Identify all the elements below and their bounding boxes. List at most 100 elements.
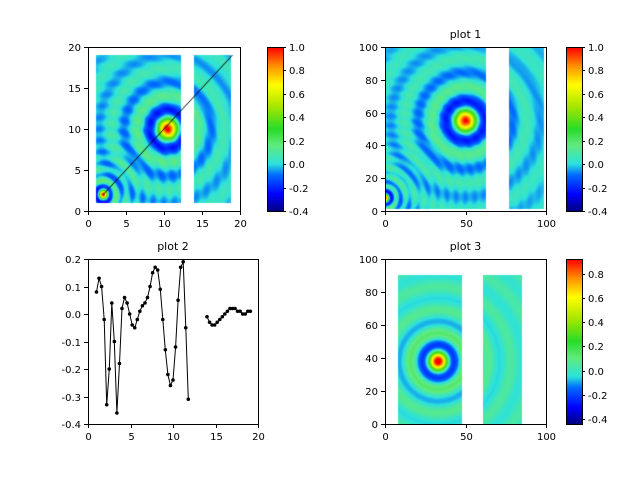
x-tick-label: 10	[167, 432, 180, 443]
data-point-marker	[143, 301, 147, 305]
plot3-title: plot 3	[449, 240, 482, 253]
data-point-marker	[171, 378, 175, 382]
data-point-marker	[150, 270, 155, 275]
y-tick-label: -0.4	[61, 420, 81, 431]
colorbar-tick-label: 0.6	[588, 90, 604, 101]
data-point-marker	[115, 411, 119, 415]
x-tick-label: 10	[158, 219, 171, 230]
colorbar-tick-label: 0.8	[588, 66, 604, 77]
data-point-marker	[138, 309, 142, 314]
y-tick-label: 0.1	[65, 283, 81, 294]
data-point-marker	[243, 312, 248, 316]
y-tick-label: 20	[365, 174, 378, 185]
data-point-marker	[135, 317, 140, 322]
y-tick-label: 80	[365, 288, 378, 299]
data-point-marker	[233, 306, 237, 311]
y-tick-label: 20	[365, 387, 378, 398]
plot1-title: plot 1	[449, 28, 482, 41]
y-tick-label: 15	[68, 84, 81, 95]
colorbar-canvas-plot1	[566, 47, 582, 211]
data-point-marker	[240, 312, 245, 316]
colorbar-tick-label: 1.0	[289, 43, 305, 54]
y-tick-label: -0.1	[61, 338, 81, 349]
x-tick-label: 100	[537, 432, 556, 443]
colorbar-tick-label: -0.2	[588, 391, 608, 402]
data-point-marker	[246, 309, 250, 314]
data-point-marker	[127, 312, 132, 316]
line-series	[206, 308, 251, 326]
y-tick-label: 60	[365, 109, 378, 120]
x-tick-label: 0	[382, 219, 388, 230]
data-point-marker	[117, 361, 122, 366]
x-tick-label: 20	[234, 219, 247, 230]
data-point-marker	[183, 325, 188, 330]
data-point-marker	[168, 383, 173, 388]
x-tick-label: 50	[460, 432, 473, 443]
data-point-marker	[210, 323, 214, 327]
data-point-marker	[148, 284, 152, 289]
y-tick-label: 20	[68, 43, 81, 54]
y-tick-label: 0.0	[65, 310, 81, 321]
x-tick-label: 5	[128, 432, 134, 443]
y-tick-label: 100	[359, 43, 378, 54]
data-point-marker	[140, 303, 145, 308]
plot2-title: plot 2	[157, 240, 189, 253]
data-point-marker	[166, 372, 170, 377]
data-point-marker	[145, 295, 150, 300]
y-tick-label: -0.3	[61, 393, 81, 404]
colorbar-tick-label: 0.6	[289, 90, 305, 101]
data-point-marker	[225, 309, 230, 314]
data-point-marker	[112, 339, 117, 344]
data-point-marker	[215, 320, 219, 325]
y-tick-label: 0.2	[65, 255, 81, 266]
data-point-marker	[173, 345, 178, 349]
x-tick-label: 5	[123, 219, 129, 230]
colorbar-tick-label: 0.0	[588, 367, 604, 378]
data-point-marker	[153, 265, 157, 270]
data-point-marker	[248, 309, 253, 314]
data-point-marker	[161, 317, 165, 322]
data-point-marker	[102, 317, 106, 322]
colorbar-tick-label: -0.2	[289, 184, 309, 195]
data-point-marker	[130, 323, 134, 327]
colorbar-tick-label: 0.2	[289, 137, 305, 148]
colorbar-tick-label: 0.8	[289, 66, 305, 77]
x-tick-label: 100	[537, 219, 556, 230]
colorbar-tick-label: 0.4	[289, 113, 305, 124]
colorbar-canvas-plot0	[267, 47, 283, 211]
heatmap-canvas-plot1	[385, 47, 546, 211]
colorbar-tick-label: 0.2	[588, 137, 604, 148]
data-point-marker	[220, 314, 225, 319]
data-point-marker	[120, 306, 124, 311]
y-tick-label: 60	[365, 321, 378, 332]
colorbar-tick-label: -0.4	[588, 207, 608, 218]
data-point-marker	[132, 325, 137, 330]
data-point-marker	[205, 314, 209, 319]
data-point-marker	[207, 320, 212, 325]
colorbar-canvas-plot3	[566, 259, 582, 424]
data-point-marker	[178, 265, 183, 270]
data-point-marker	[217, 317, 222, 322]
data-point-marker	[186, 397, 191, 402]
y-tick-label: 40	[365, 141, 378, 152]
heatmap-canvas-plot0	[88, 47, 240, 211]
data-point-marker	[125, 301, 129, 305]
data-point-marker	[104, 402, 109, 407]
x-tick-label: 0	[382, 432, 388, 443]
data-point-marker	[97, 276, 101, 281]
colorbar-tick-label: -0.2	[588, 184, 608, 195]
y-tick-label: -0.2	[61, 365, 81, 376]
y-tick-label: 5	[75, 166, 81, 177]
colorbar-tick-label: 0.0	[289, 160, 305, 171]
data-point-marker	[176, 298, 180, 303]
colorbar-tick-label: 1.0	[588, 43, 604, 54]
y-tick-label: 100	[359, 255, 378, 266]
colorbar-tick-label: 0.8	[588, 270, 604, 281]
y-tick-label: 10	[68, 125, 81, 136]
x-tick-label: 15	[196, 219, 209, 230]
colorbar-tick-label: 0.0	[588, 160, 604, 171]
data-point-marker	[181, 259, 185, 264]
colorbar-tick-label: 0.2	[588, 342, 604, 353]
line-series	[96, 261, 189, 414]
data-point-marker	[238, 309, 242, 314]
